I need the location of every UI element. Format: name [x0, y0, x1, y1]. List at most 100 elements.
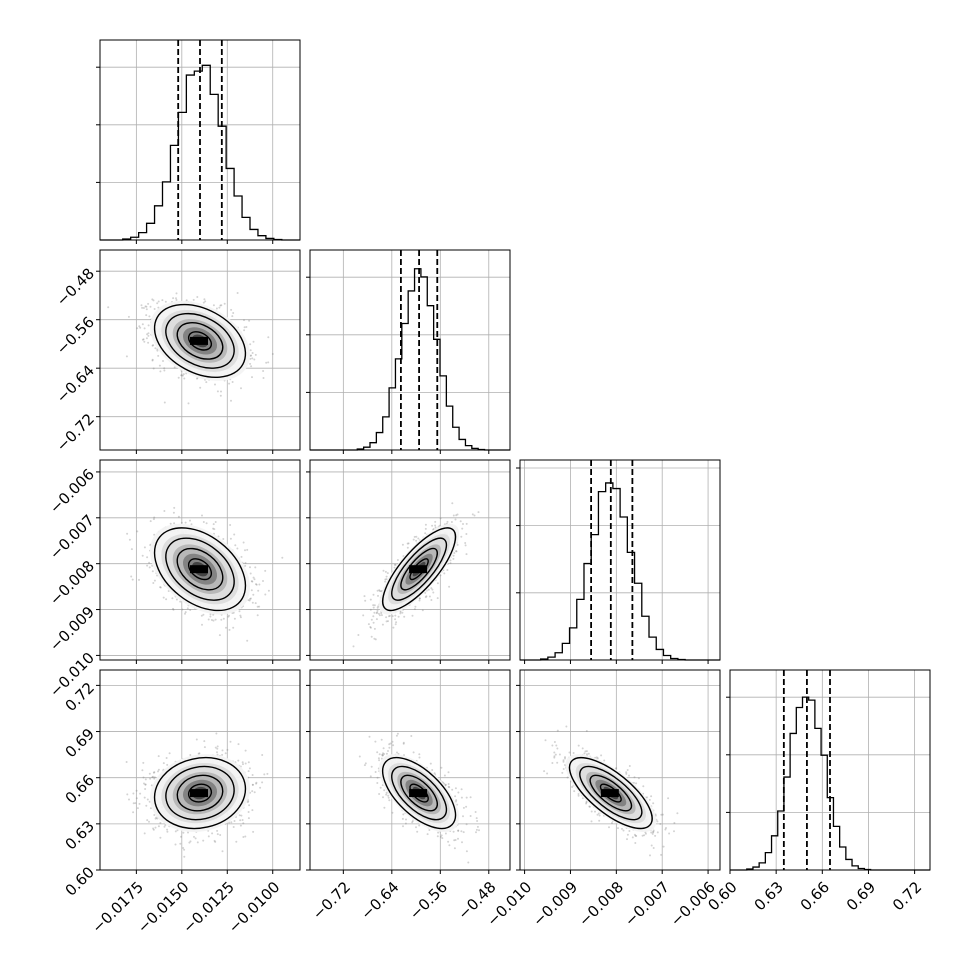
sample-point [153, 776, 156, 779]
sample-point [449, 562, 452, 565]
sample-point [172, 511, 175, 514]
sample-point [157, 300, 160, 303]
sample-point [251, 580, 254, 583]
sample-point [162, 596, 165, 599]
sample-point [249, 572, 252, 575]
sample-point [249, 362, 252, 365]
sample-point [406, 546, 409, 549]
sample-point [373, 604, 376, 607]
histogram-step-0 [100, 64, 300, 241]
density-layer [126, 506, 284, 642]
sample-point [252, 830, 255, 833]
sample-point [163, 367, 166, 370]
sample-point [394, 623, 397, 626]
sample-point [173, 522, 176, 525]
sample-point [146, 819, 149, 822]
sample-point [204, 300, 207, 303]
sample-point [424, 591, 427, 594]
sample-point [256, 614, 259, 617]
sample-point [415, 535, 418, 538]
sample-point [203, 746, 206, 749]
sample-point [254, 566, 257, 569]
sample-point [229, 537, 232, 540]
sample-point [152, 299, 155, 302]
sample-point [154, 817, 157, 820]
sample-point [163, 510, 166, 512]
sample-point [413, 608, 416, 611]
sample-point [262, 377, 265, 379]
sample-point [154, 347, 157, 350]
sample-point [249, 357, 252, 360]
panel-frame [309, 249, 511, 451]
sample-point [386, 572, 389, 575]
sample-point [141, 554, 144, 557]
sample-point [195, 738, 198, 741]
sample-point [215, 732, 218, 735]
sample-point [376, 589, 379, 592]
sample-point [128, 798, 130, 801]
sample-point [212, 527, 215, 530]
sample-point [231, 381, 234, 383]
density-peak [409, 565, 428, 574]
sample-point [418, 597, 421, 600]
sample-point [424, 532, 427, 535]
sample-point [250, 589, 253, 592]
sample-point [147, 341, 150, 344]
sample-point [181, 608, 184, 611]
sample-point [141, 306, 144, 309]
histogram-panel-0 [96, 39, 301, 244]
sample-point [369, 608, 372, 611]
sample-point [228, 614, 230, 617]
sample-point [477, 511, 480, 514]
sample-point [245, 326, 248, 328]
sample-point [163, 369, 166, 372]
sample-point [251, 352, 254, 354]
sample-point [235, 840, 238, 843]
sample-point [136, 327, 139, 330]
sample-point [264, 569, 267, 572]
sample-point [152, 828, 155, 831]
sample-point [157, 755, 160, 758]
panel-frame [99, 39, 301, 241]
sample-point [180, 374, 183, 377]
sample-point [163, 825, 166, 828]
contour-0 [187, 331, 213, 351]
sample-point [214, 746, 217, 749]
scatter-panel-0-3: −0.0175−0.0150−0.0125−0.01000.600.630.66… [62, 669, 301, 937]
sample-point [171, 597, 174, 600]
sample-point [173, 366, 176, 369]
sample-point [216, 747, 219, 750]
sample-point [194, 837, 197, 840]
sample-point [384, 580, 387, 583]
sample-point [173, 506, 176, 509]
sample-point [453, 552, 456, 554]
sample-point [267, 336, 270, 339]
sample-point [224, 752, 227, 755]
sample-point [399, 612, 402, 615]
sample-point [127, 315, 130, 318]
sample-point [175, 598, 178, 601]
sample-point [238, 610, 241, 613]
y-tick-label: −0.56 [53, 313, 98, 358]
sample-point [232, 312, 235, 314]
sample-point [231, 315, 234, 318]
sample-point [249, 343, 252, 346]
sample-point [228, 382, 231, 385]
sample-point [202, 301, 205, 304]
sample-point [455, 550, 458, 553]
sample-point [142, 338, 145, 341]
sample-point [385, 620, 388, 623]
sample-point [225, 626, 227, 629]
sample-point [452, 557, 455, 560]
sample-point [382, 569, 385, 572]
sample-point [157, 354, 160, 357]
sample-point [459, 520, 462, 523]
y-tick-label: −0.006 [46, 465, 98, 517]
sample-point [249, 597, 252, 600]
histogram-step-1 [310, 268, 510, 451]
sample-point [244, 762, 247, 765]
sample-point [201, 623, 203, 626]
density-peak [190, 336, 208, 345]
sample-point [200, 614, 203, 617]
density-layer [107, 292, 274, 405]
